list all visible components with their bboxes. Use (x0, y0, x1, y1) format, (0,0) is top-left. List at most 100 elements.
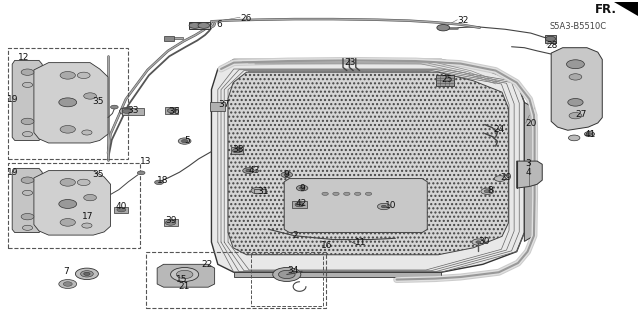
Circle shape (77, 72, 90, 78)
Circle shape (284, 174, 289, 176)
Bar (189, 22, 209, 29)
Circle shape (476, 241, 481, 243)
Circle shape (344, 192, 350, 196)
Circle shape (166, 220, 175, 225)
Circle shape (117, 207, 126, 212)
Bar (122, 108, 145, 115)
Text: 32: 32 (458, 16, 468, 25)
Bar (164, 219, 178, 226)
Circle shape (22, 190, 33, 196)
Text: 10: 10 (385, 201, 396, 210)
Circle shape (278, 270, 295, 278)
Text: 2: 2 (292, 231, 298, 240)
Circle shape (378, 203, 390, 210)
Text: 13: 13 (140, 157, 152, 166)
Circle shape (569, 74, 582, 80)
Text: 27: 27 (575, 110, 587, 119)
Circle shape (77, 179, 90, 186)
Circle shape (60, 219, 76, 226)
Circle shape (296, 185, 308, 191)
Circle shape (21, 213, 34, 220)
Polygon shape (12, 168, 42, 233)
Circle shape (84, 93, 97, 99)
Text: 29: 29 (500, 174, 511, 182)
Circle shape (355, 192, 361, 196)
Text: 42: 42 (296, 199, 307, 208)
Text: 11: 11 (355, 238, 367, 247)
Text: 8: 8 (487, 186, 493, 195)
Text: 25: 25 (442, 75, 452, 84)
Circle shape (22, 131, 33, 137)
Circle shape (168, 108, 176, 113)
Text: 4: 4 (525, 168, 531, 177)
Circle shape (21, 177, 34, 183)
Text: 15: 15 (175, 275, 187, 284)
Bar (230, 147, 243, 154)
Bar (210, 102, 225, 111)
Circle shape (22, 225, 33, 230)
Circle shape (176, 270, 193, 278)
Circle shape (21, 118, 34, 124)
Polygon shape (211, 59, 524, 272)
Circle shape (189, 23, 200, 28)
Circle shape (181, 139, 188, 143)
Circle shape (566, 60, 584, 69)
Circle shape (481, 188, 493, 195)
Polygon shape (34, 63, 108, 143)
Text: 21: 21 (178, 282, 189, 291)
Text: 35: 35 (92, 97, 104, 106)
Bar (115, 206, 129, 213)
Circle shape (59, 199, 77, 208)
Text: 24: 24 (493, 125, 505, 134)
Text: 3: 3 (525, 159, 531, 168)
Text: 23: 23 (344, 58, 356, 67)
Circle shape (437, 25, 450, 31)
Circle shape (21, 69, 34, 75)
Circle shape (251, 188, 264, 194)
Text: 22: 22 (202, 260, 213, 269)
Bar (147, 252, 326, 308)
Polygon shape (524, 102, 534, 241)
Text: S5A3-B5510C: S5A3-B5510C (550, 22, 607, 31)
Circle shape (84, 272, 90, 275)
Circle shape (60, 71, 76, 79)
Circle shape (180, 272, 189, 277)
Circle shape (545, 36, 556, 41)
Circle shape (232, 148, 241, 153)
Circle shape (81, 271, 93, 277)
Circle shape (138, 171, 145, 175)
Bar (8, 48, 129, 159)
Text: 41: 41 (585, 130, 596, 138)
Circle shape (76, 268, 99, 279)
Circle shape (22, 82, 33, 87)
Text: 17: 17 (83, 211, 94, 220)
Circle shape (198, 23, 209, 28)
Circle shape (175, 270, 194, 279)
Circle shape (568, 99, 583, 106)
Polygon shape (34, 171, 111, 235)
Text: 19: 19 (7, 168, 19, 177)
Circle shape (60, 179, 76, 186)
Text: 43: 43 (248, 166, 260, 175)
Circle shape (584, 131, 595, 137)
Text: 5: 5 (184, 136, 190, 145)
Text: 38: 38 (232, 145, 243, 154)
Bar (545, 35, 556, 43)
Circle shape (333, 192, 339, 196)
Text: 30: 30 (478, 237, 490, 246)
Circle shape (484, 190, 490, 193)
Text: 18: 18 (157, 176, 169, 185)
Polygon shape (551, 48, 602, 130)
Text: 31: 31 (257, 187, 269, 196)
Text: 9: 9 (300, 184, 305, 193)
Text: 34: 34 (287, 265, 298, 275)
Text: 19: 19 (7, 95, 19, 104)
Text: 9: 9 (283, 170, 289, 179)
Circle shape (295, 202, 304, 207)
Circle shape (494, 176, 506, 182)
Circle shape (63, 282, 72, 286)
Circle shape (171, 268, 198, 281)
Text: 12: 12 (18, 53, 29, 62)
Circle shape (381, 205, 387, 208)
Circle shape (322, 192, 328, 196)
